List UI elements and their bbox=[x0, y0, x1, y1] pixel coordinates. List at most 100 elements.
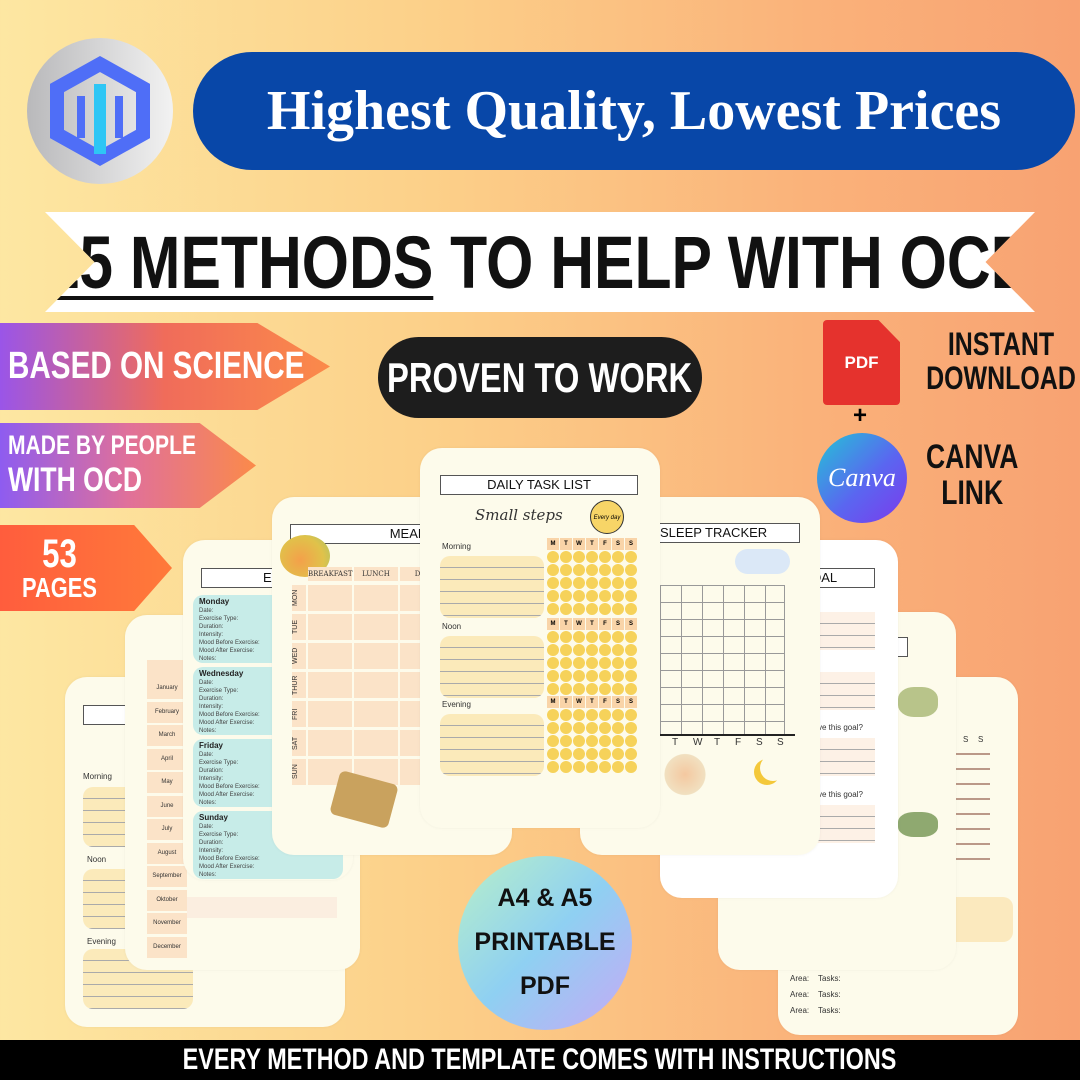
habit-dot[interactable] bbox=[560, 722, 572, 734]
habit-dot[interactable] bbox=[586, 551, 598, 563]
habit-dot[interactable] bbox=[599, 722, 611, 734]
habit-dot[interactable] bbox=[599, 735, 611, 747]
habit-dot[interactable] bbox=[599, 631, 611, 643]
habit-dot[interactable] bbox=[625, 670, 637, 682]
habit-dot[interactable] bbox=[560, 735, 572, 747]
habit-dot[interactable] bbox=[586, 722, 598, 734]
habit-dot[interactable] bbox=[625, 644, 637, 656]
habit-dot[interactable] bbox=[625, 603, 637, 615]
habit-dot[interactable] bbox=[612, 603, 624, 615]
habit-dot[interactable] bbox=[625, 577, 637, 589]
habit-dot[interactable] bbox=[612, 551, 624, 563]
habit-dot[interactable] bbox=[599, 761, 611, 773]
habit-dot[interactable] bbox=[586, 683, 598, 695]
habit-dot[interactable] bbox=[612, 590, 624, 602]
habit-dot[interactable] bbox=[625, 709, 637, 721]
habit-dot[interactable] bbox=[612, 761, 624, 773]
habit-dot[interactable] bbox=[586, 577, 598, 589]
habit-dot[interactable] bbox=[560, 590, 572, 602]
habit-dot[interactable] bbox=[586, 564, 598, 576]
habit-dot[interactable] bbox=[599, 603, 611, 615]
habit-dot[interactable] bbox=[547, 657, 559, 669]
habit-dot[interactable] bbox=[573, 590, 585, 602]
habit-dot[interactable] bbox=[573, 761, 585, 773]
meal-cell[interactable] bbox=[308, 585, 352, 611]
habit-dot[interactable] bbox=[547, 564, 559, 576]
habit-dot[interactable] bbox=[560, 670, 572, 682]
habit-dot[interactable] bbox=[586, 761, 598, 773]
meal-cell[interactable] bbox=[308, 730, 352, 756]
habit-dot[interactable] bbox=[573, 551, 585, 563]
habit-dot[interactable] bbox=[560, 551, 572, 563]
habit-dot[interactable] bbox=[560, 683, 572, 695]
habit-dot[interactable] bbox=[612, 735, 624, 747]
habit-dot[interactable] bbox=[547, 590, 559, 602]
meal-cell[interactable] bbox=[308, 672, 352, 698]
meal-cell[interactable] bbox=[354, 730, 398, 756]
habit-dot[interactable] bbox=[612, 722, 624, 734]
habit-dot[interactable] bbox=[625, 748, 637, 760]
habit-dot[interactable] bbox=[547, 722, 559, 734]
habit-dot[interactable] bbox=[599, 551, 611, 563]
habit-dot[interactable] bbox=[560, 748, 572, 760]
habit-dot[interactable] bbox=[586, 590, 598, 602]
habit-dot[interactable] bbox=[599, 683, 611, 695]
habit-dot[interactable] bbox=[625, 683, 637, 695]
habit-dot[interactable] bbox=[573, 564, 585, 576]
habit-dot[interactable] bbox=[586, 735, 598, 747]
habit-dot[interactable] bbox=[586, 631, 598, 643]
habit-dot[interactable] bbox=[573, 748, 585, 760]
habit-dot[interactable] bbox=[573, 683, 585, 695]
habit-dot[interactable] bbox=[573, 722, 585, 734]
habit-dot[interactable] bbox=[586, 709, 598, 721]
habit-dot[interactable] bbox=[612, 644, 624, 656]
habit-dot[interactable] bbox=[573, 657, 585, 669]
habit-dot[interactable] bbox=[612, 564, 624, 576]
habit-dot[interactable] bbox=[625, 631, 637, 643]
habit-dot[interactable] bbox=[586, 657, 598, 669]
habit-dot[interactable] bbox=[547, 670, 559, 682]
habit-dot[interactable] bbox=[573, 577, 585, 589]
habit-dot[interactable] bbox=[599, 748, 611, 760]
habit-dot[interactable] bbox=[573, 603, 585, 615]
habit-dot[interactable] bbox=[625, 735, 637, 747]
habit-dot[interactable] bbox=[612, 657, 624, 669]
habit-dot[interactable] bbox=[612, 577, 624, 589]
habit-dot[interactable] bbox=[612, 670, 624, 682]
habit-dot[interactable] bbox=[612, 683, 624, 695]
habit-dot[interactable] bbox=[625, 564, 637, 576]
habit-dot[interactable] bbox=[599, 577, 611, 589]
meal-cell[interactable] bbox=[308, 614, 352, 640]
habit-dot[interactable] bbox=[547, 683, 559, 695]
habit-dot[interactable] bbox=[599, 644, 611, 656]
habit-dot[interactable] bbox=[625, 761, 637, 773]
habit-dot[interactable] bbox=[625, 590, 637, 602]
habit-dot[interactable] bbox=[625, 551, 637, 563]
habit-dot[interactable] bbox=[547, 709, 559, 721]
habit-dot[interactable] bbox=[573, 631, 585, 643]
habit-dot[interactable] bbox=[599, 564, 611, 576]
habit-dot[interactable] bbox=[560, 761, 572, 773]
habit-dot[interactable] bbox=[560, 564, 572, 576]
habit-dot[interactable] bbox=[560, 709, 572, 721]
meal-cell[interactable] bbox=[308, 701, 352, 727]
habit-dot[interactable] bbox=[560, 603, 572, 615]
habit-dot[interactable] bbox=[586, 603, 598, 615]
meal-cell[interactable] bbox=[354, 701, 398, 727]
habit-dot[interactable] bbox=[612, 709, 624, 721]
habit-dot[interactable] bbox=[599, 590, 611, 602]
habit-dot[interactable] bbox=[586, 748, 598, 760]
habit-dot[interactable] bbox=[612, 748, 624, 760]
habit-dot[interactable] bbox=[599, 657, 611, 669]
habit-dot[interactable] bbox=[547, 551, 559, 563]
meal-cell[interactable] bbox=[354, 585, 398, 611]
habit-dot[interactable] bbox=[599, 709, 611, 721]
habit-dot[interactable] bbox=[573, 670, 585, 682]
habit-dot[interactable] bbox=[586, 670, 598, 682]
habit-dot[interactable] bbox=[625, 657, 637, 669]
habit-dot[interactable] bbox=[573, 644, 585, 656]
habit-dot[interactable] bbox=[560, 657, 572, 669]
habit-dot[interactable] bbox=[599, 670, 611, 682]
habit-dot[interactable] bbox=[547, 644, 559, 656]
habit-dot[interactable] bbox=[625, 722, 637, 734]
